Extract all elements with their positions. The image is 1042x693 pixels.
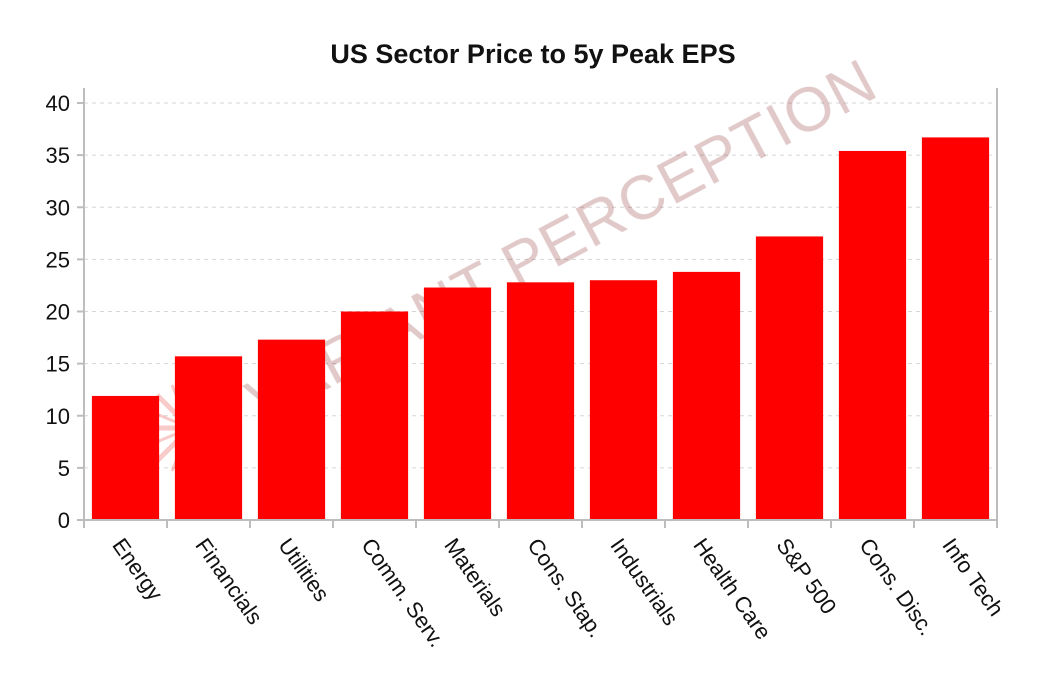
x-tick-label: Energy <box>107 534 167 605</box>
x-tick-label: Industrials <box>605 534 683 630</box>
bar-utilities <box>257 339 326 520</box>
y-tick-label: 30 <box>46 195 70 220</box>
y-tick-label: 25 <box>46 247 70 272</box>
y-tick-label: 5 <box>58 456 70 481</box>
x-tick-label: Info Tech <box>937 534 1008 621</box>
x-tick-label: Utilities <box>273 534 334 606</box>
bar-info-tech <box>921 137 990 520</box>
y-tick-label: 40 <box>46 91 70 116</box>
y-tick-label: 20 <box>46 300 70 325</box>
bar-materials <box>423 287 492 520</box>
category-labels: Energy Financials Utilities Comm. Serv.Mate… <box>107 534 1008 652</box>
x-tick-label: Cons. Disc. <box>854 534 939 640</box>
chart-title: US Sector Price to 5y Peak EPS <box>330 39 735 69</box>
bar-s-p-500 <box>755 236 824 520</box>
bars <box>91 137 990 520</box>
y-tick-label: 35 <box>46 143 70 168</box>
x-tick-label: S&P 500 <box>771 534 841 619</box>
bar-industrials <box>589 280 658 520</box>
bar-cons-stap <box>506 282 575 520</box>
x-tick-label: Materials <box>439 534 511 621</box>
bar-cons-disc <box>838 150 907 520</box>
bar-financials <box>174 356 243 520</box>
x-tick-label: Financials <box>190 534 267 629</box>
bar-health-care <box>672 271 741 520</box>
bar-energy <box>91 395 160 520</box>
bar-comm-serv <box>340 311 409 520</box>
y-tick-label: 0 <box>58 508 70 533</box>
y-axis-ticks: 0 5 10 15 20 25 30 35 40 <box>46 91 84 533</box>
x-axis-ticks <box>83 520 998 528</box>
x-tick-label: Comm. Serv. <box>356 534 449 652</box>
y-tick-label: 15 <box>46 352 70 377</box>
y-tick-label: 10 <box>46 404 70 429</box>
x-tick-label: Health Care <box>688 534 776 645</box>
x-tick-label: Cons. Stap. <box>522 534 608 643</box>
